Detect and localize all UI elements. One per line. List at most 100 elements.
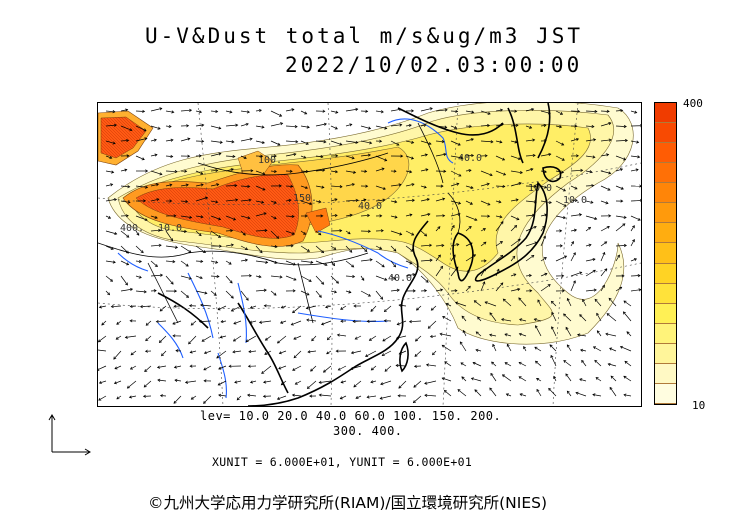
wind-vector xyxy=(285,109,294,112)
wind-vector-head xyxy=(379,139,383,143)
wind-vector-head xyxy=(293,355,297,359)
wind-vector-head xyxy=(264,228,268,233)
wind-vector-head xyxy=(333,290,338,294)
wind-vector-head xyxy=(575,137,580,141)
wind-vector-head xyxy=(473,300,477,304)
wind-vector-head xyxy=(579,378,583,382)
wind-vector xyxy=(306,305,317,309)
wind-vector-head xyxy=(477,316,481,320)
wind-vector-head xyxy=(265,260,269,264)
wind-vector xyxy=(384,365,392,372)
wind-vector-head xyxy=(273,169,277,174)
wind-vector-head xyxy=(410,156,415,160)
wind-vector xyxy=(575,392,587,397)
wind-vector-head xyxy=(172,321,176,325)
wind-vector-head xyxy=(592,269,596,273)
wind-vector xyxy=(424,394,437,397)
wind-vector xyxy=(465,125,472,127)
wind-vector-head xyxy=(172,260,176,264)
wind-vector xyxy=(525,226,537,232)
wind-vector-head xyxy=(623,375,627,379)
wind-vector-head xyxy=(534,325,538,329)
wind-vector-head xyxy=(218,126,222,130)
wind-vector-head xyxy=(308,279,312,282)
wind-vector-head xyxy=(368,126,372,130)
wind-vector xyxy=(549,344,557,352)
wind-vector xyxy=(225,110,232,113)
wind-vector-head xyxy=(437,254,441,258)
wind-vector xyxy=(105,183,113,187)
wind-vector-head xyxy=(367,213,371,218)
colorbar-segment xyxy=(655,163,676,184)
wind-vector xyxy=(540,153,551,157)
wind-vector-head xyxy=(620,108,624,113)
wind-vector xyxy=(435,198,445,202)
wind-vector xyxy=(270,245,278,248)
wind-vector xyxy=(585,215,597,220)
wind-vector xyxy=(233,335,242,342)
wind-vector-head xyxy=(185,183,189,187)
wind-vector xyxy=(465,138,474,142)
wind-vector xyxy=(345,245,353,253)
wind-vector-head xyxy=(639,184,641,188)
wind-vector xyxy=(600,241,607,247)
wind-vector-head xyxy=(332,263,336,267)
wind-vector-head xyxy=(587,226,592,230)
wind-vector-head xyxy=(173,400,177,404)
wind-vector-head xyxy=(155,320,159,324)
wind-vector xyxy=(570,138,579,142)
wind-vector-head xyxy=(321,281,325,285)
wind-vector xyxy=(210,169,218,172)
wind-vector xyxy=(321,320,332,325)
wind-vector-head xyxy=(172,334,176,338)
wind-vector xyxy=(475,331,482,337)
contour-label: 400. xyxy=(120,223,144,234)
wind-vector-head xyxy=(466,269,470,273)
wind-vector-head xyxy=(326,351,330,355)
wind-vector xyxy=(585,227,591,232)
wind-vector xyxy=(465,169,472,172)
wind-vector xyxy=(420,124,427,127)
wind-vector-head xyxy=(276,396,280,400)
wind-vector-head xyxy=(277,142,281,146)
wind-vector xyxy=(416,305,422,311)
wind-vector-head xyxy=(547,111,551,115)
wind-vector xyxy=(240,185,250,187)
wind-vector xyxy=(174,365,182,368)
wind-vector-head xyxy=(320,214,324,218)
wind-vector-head xyxy=(638,288,641,292)
wind-vector-head xyxy=(591,184,595,188)
wind-vector-head xyxy=(188,304,193,308)
wind-vector-head xyxy=(531,213,535,217)
wind-vector-head xyxy=(303,231,307,235)
wind-vector xyxy=(570,241,574,247)
wind-vector-head xyxy=(517,287,521,291)
wind-vector-head xyxy=(310,260,314,264)
wind-vector-head xyxy=(424,393,428,397)
wind-vector-head xyxy=(291,393,295,397)
wind-vector-head xyxy=(561,157,565,161)
wind-vector xyxy=(113,350,122,360)
wind-vector xyxy=(461,315,467,322)
wind-vector-head xyxy=(592,346,597,350)
wind-vector-head xyxy=(370,380,374,384)
wind-vector xyxy=(431,305,437,311)
wind-vector-head xyxy=(549,344,553,348)
wind-vector xyxy=(98,395,107,401)
wind-vector xyxy=(270,260,278,264)
wind-vector xyxy=(570,214,582,217)
wind-vector xyxy=(519,318,527,322)
wind-vector xyxy=(553,376,557,382)
wind-vector xyxy=(450,243,459,247)
wind-vector-head xyxy=(610,375,614,379)
wind-vector xyxy=(330,185,343,188)
wind-vector xyxy=(350,365,362,370)
wind-vector xyxy=(292,365,302,371)
wind-vector-head xyxy=(367,153,371,157)
wind-vector-head xyxy=(159,172,163,176)
wind-vector-head xyxy=(274,260,278,264)
wind-vector xyxy=(165,125,172,128)
wind-vector xyxy=(510,238,521,247)
wind-vector xyxy=(570,169,583,172)
wind-vector xyxy=(420,213,430,217)
